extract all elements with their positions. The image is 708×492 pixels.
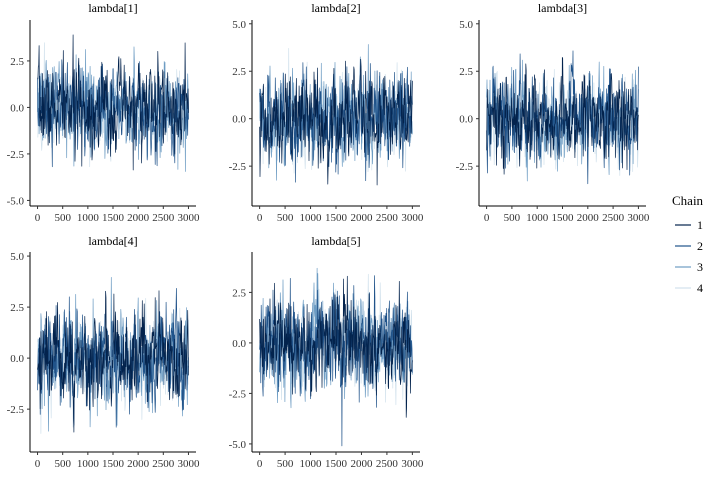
- x-tick-label: 3000: [177, 458, 200, 470]
- y-tick-label: 2.5: [10, 302, 24, 314]
- y-tick-label: -2.5: [7, 149, 25, 161]
- trace-chain-1: [486, 57, 639, 175]
- x-tick-label: 1500: [325, 212, 348, 224]
- x-tick-label: 500: [54, 458, 71, 470]
- y-tick-label: 2.5: [459, 66, 473, 78]
- y-tick-label: 5.0: [10, 251, 24, 263]
- x-tick-label: 0: [35, 458, 41, 470]
- x-tick-label: 1000: [77, 458, 100, 470]
- x-tick-label: 2500: [152, 458, 175, 470]
- y-tick-label: 0.0: [10, 102, 24, 114]
- panel-3: lambda[3] -2.5 0.0 2.5 5.0 0 500 1000 1500 2000 25…: [456, 1, 650, 224]
- x-tick-label: 2500: [376, 212, 399, 224]
- legend-label-chain-1: 1: [697, 218, 703, 232]
- y-tick-label: 2.5: [232, 287, 246, 299]
- panel-title: lambda[3]: [538, 1, 587, 15]
- y-tick-label: 5.0: [232, 19, 246, 31]
- y-tick-label: 5.0: [459, 19, 473, 31]
- trace-chain-1: [37, 290, 189, 433]
- x-tick-label: 2500: [376, 458, 399, 470]
- x-tick-label: 2000: [127, 212, 150, 224]
- x-tick-label: 1500: [102, 212, 125, 224]
- x-tick-label: 2000: [350, 212, 373, 224]
- y-tick-label: 0.0: [232, 338, 246, 350]
- panel-4: lambda[4] -2.5 0.0 2.5 5.0 0 500 1000 1500 2000 25…: [7, 234, 200, 470]
- x-tick-label: 2500: [602, 212, 625, 224]
- panel-title: lambda[5]: [311, 234, 360, 248]
- panel-1: lambda[1] -5.0 -2.5 0.0 2.5 0 500 1000 1500 2000 2…: [7, 1, 200, 224]
- x-tick-label: 500: [277, 458, 294, 470]
- x-tick-label: 2000: [127, 458, 150, 470]
- x-tick-label: 500: [504, 212, 521, 224]
- y-tick-label: -5.0: [7, 195, 25, 207]
- y-tick-label: 0.0: [10, 353, 24, 365]
- y-tick-label: 2.5: [10, 56, 24, 68]
- trace-chain-1: [259, 58, 413, 186]
- x-tick-label: 1000: [526, 212, 549, 224]
- x-tick-label: 1000: [300, 458, 323, 470]
- y-tick-label: -2.5: [7, 404, 25, 416]
- x-tick-label: 1500: [325, 458, 348, 470]
- x-tick-label: 0: [35, 212, 41, 224]
- panel-5: lambda[5] -5.0 -2.5 0.0 2.5 0 500 1000 1500 2000 2…: [229, 234, 424, 470]
- x-tick-label: 3000: [177, 212, 200, 224]
- panel-title: lambda[1]: [88, 1, 137, 15]
- panel-title: lambda[4]: [88, 234, 137, 248]
- y-tick-label: 0.0: [459, 114, 473, 126]
- trace-chain-2: [37, 59, 189, 168]
- y-tick-label: 2.5: [232, 66, 246, 78]
- y-tick-label: -5.0: [229, 439, 247, 451]
- trace-chain-1: [37, 34, 189, 171]
- x-tick-label: 1500: [552, 212, 575, 224]
- legend-title: Chain: [672, 193, 704, 208]
- trace-chain-2: [259, 62, 413, 183]
- trace-chain-1: [259, 275, 413, 418]
- legend-label-chain-2: 2: [697, 239, 703, 253]
- panel-title: lambda[2]: [311, 1, 360, 15]
- x-tick-label: 0: [257, 458, 263, 470]
- x-tick-label: 2500: [152, 212, 175, 224]
- x-tick-label: 2000: [350, 458, 373, 470]
- y-tick-label: 0.0: [232, 114, 246, 126]
- x-tick-label: 500: [277, 212, 294, 224]
- x-tick-label: 1000: [300, 212, 323, 224]
- panel-2: lambda[2] -2.5 0.0 2.5 5.0 0 500 1000 1500 2000 25…: [229, 1, 424, 224]
- x-tick-label: 3000: [401, 212, 424, 224]
- y-tick-label: -2.5: [456, 161, 474, 173]
- legend-label-chain-3: 3: [697, 260, 703, 274]
- x-tick-label: 3000: [627, 212, 650, 224]
- legend-label-chain-4: 4: [697, 281, 703, 295]
- x-tick-label: 2000: [577, 212, 600, 224]
- x-tick-label: 3000: [401, 458, 424, 470]
- y-tick-label: -2.5: [229, 388, 247, 400]
- y-tick-label: -2.5: [229, 161, 247, 173]
- x-tick-label: 0: [257, 212, 263, 224]
- legend: Chain 1 2 3 4: [672, 193, 704, 295]
- x-tick-label: 1000: [77, 212, 100, 224]
- x-tick-label: 0: [484, 212, 490, 224]
- x-tick-label: 500: [54, 212, 71, 224]
- x-tick-label: 1500: [102, 458, 125, 470]
